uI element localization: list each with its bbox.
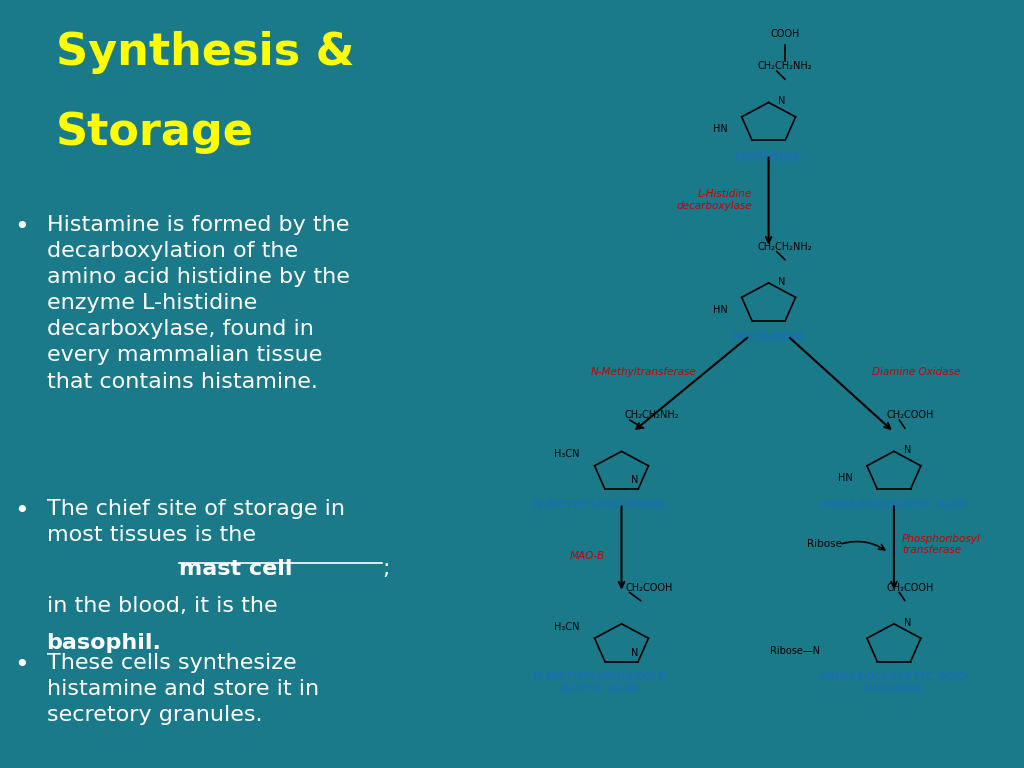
Text: N: N bbox=[632, 647, 639, 657]
Text: CH₂COOH: CH₂COOH bbox=[887, 410, 934, 420]
Text: Histamine is formed by the
decarboxylation of the
amino acid histidine by the
en: Histamine is formed by the decarboxylati… bbox=[47, 215, 349, 392]
Text: N: N bbox=[904, 617, 911, 627]
Text: Storage: Storage bbox=[56, 111, 254, 154]
Text: N-METHYLHISTAMINE: N-METHYLHISTAMINE bbox=[534, 499, 667, 509]
Text: Ribose: Ribose bbox=[807, 539, 842, 549]
Text: H₃CN: H₃CN bbox=[554, 449, 579, 459]
Text: in the blood, it is the: in the blood, it is the bbox=[47, 596, 278, 616]
Text: •: • bbox=[14, 215, 29, 239]
Text: IMIDAZOLEACETIC ACID
RIBOSIDE: IMIDAZOLEACETIC ACID RIBOSIDE bbox=[820, 672, 968, 694]
Text: The chief site of storage in
most tissues is the: The chief site of storage in most tissue… bbox=[47, 499, 345, 545]
Text: HN: HN bbox=[839, 473, 853, 483]
Text: N-Methyltransferase: N-Methyltransferase bbox=[591, 367, 696, 377]
Text: MAO-B: MAO-B bbox=[570, 551, 605, 561]
Text: •: • bbox=[14, 653, 29, 677]
Text: •: • bbox=[14, 499, 29, 523]
Text: N: N bbox=[904, 445, 911, 455]
Text: IMIDAZOLEACETIC ACID: IMIDAZOLEACETIC ACID bbox=[820, 499, 968, 509]
Text: CH₂CH₂NH₂: CH₂CH₂NH₂ bbox=[758, 61, 812, 71]
Text: CH₂COOH: CH₂COOH bbox=[625, 582, 673, 593]
Text: Ribose—N: Ribose—N bbox=[770, 646, 820, 656]
Text: basophil.: basophil. bbox=[47, 633, 162, 653]
Text: N: N bbox=[778, 96, 785, 106]
Text: Diamine Oxidase: Diamine Oxidase bbox=[871, 367, 959, 377]
Text: Synthesis &: Synthesis & bbox=[56, 31, 354, 74]
Text: mast cell: mast cell bbox=[179, 559, 293, 579]
Text: N: N bbox=[632, 475, 639, 485]
Text: CH₂COOH: CH₂COOH bbox=[887, 582, 934, 593]
Text: N: N bbox=[778, 276, 785, 286]
Text: HN: HN bbox=[713, 124, 728, 134]
Text: Phosphoribosyl
transferase: Phosphoribosyl transferase bbox=[902, 534, 981, 555]
Text: HN: HN bbox=[713, 305, 728, 315]
Text: N-METHYLIMIDAZOLE
ACETIC ACID: N-METHYLIMIDAZOLE ACETIC ACID bbox=[532, 672, 667, 694]
Text: L-Histidine
decarboxylase: L-Histidine decarboxylase bbox=[677, 188, 753, 210]
Text: CH₂CH₂NH₂: CH₂CH₂NH₂ bbox=[625, 410, 679, 420]
Text: HISTIDINE: HISTIDINE bbox=[735, 151, 802, 164]
Text: COOH: COOH bbox=[770, 29, 800, 39]
Text: H₃CN: H₃CN bbox=[554, 621, 579, 631]
Text: These cells synthesize
histamine and store it in
secretory granules.: These cells synthesize histamine and sto… bbox=[47, 653, 318, 725]
Text: HISTAMINE: HISTAMINE bbox=[732, 331, 805, 344]
Text: CH₂CH₂NH₂: CH₂CH₂NH₂ bbox=[758, 242, 812, 252]
Text: ;: ; bbox=[382, 559, 389, 579]
